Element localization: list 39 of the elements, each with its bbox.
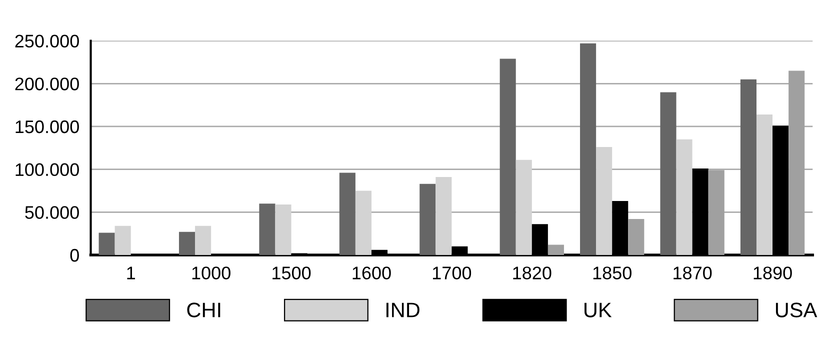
bar: [500, 58, 516, 255]
y-tick-label: 200.000: [15, 78, 79, 90]
bar: [275, 204, 292, 255]
y-tick-label: 50.000: [25, 206, 79, 219]
bar: [740, 79, 756, 255]
bar: [596, 147, 612, 255]
bar: [98, 232, 115, 255]
x-tick-label: 1700: [432, 266, 472, 280]
y-tick-label: 100.000: [16, 163, 79, 176]
legend-label: IND: [386, 302, 420, 318]
bar: [436, 177, 452, 255]
y-tick-label: 150.000: [16, 120, 79, 134]
x-tick-label: 1890: [754, 266, 792, 280]
bar: [420, 184, 436, 255]
bar: [114, 226, 131, 255]
bar: [580, 43, 596, 255]
x-tick-label: 1000: [192, 266, 230, 280]
bar: [339, 172, 356, 255]
x-tick-label: 1600: [352, 266, 391, 280]
legend-label: USA: [776, 302, 818, 318]
legend-label: UK: [584, 302, 612, 318]
x-tick-label: 1850: [593, 266, 632, 280]
bar: [355, 190, 372, 255]
y-tick-label: 250.000: [15, 34, 79, 48]
bar: [756, 114, 773, 255]
legend-label: CHI: [187, 302, 220, 318]
bar: [628, 219, 644, 255]
x-tick-label: 1870: [674, 266, 712, 280]
bar: [676, 139, 692, 255]
bar: [548, 244, 564, 255]
x-tick-label: 1500: [272, 266, 311, 280]
x-tick-label: 1820: [513, 266, 552, 280]
bar: [178, 232, 196, 255]
bar: [516, 160, 532, 255]
bar: [259, 204, 276, 255]
y-tick-label: 0: [70, 248, 79, 262]
bar: [195, 226, 212, 255]
bar: [660, 92, 676, 255]
x-tick-label: 1: [127, 266, 135, 280]
